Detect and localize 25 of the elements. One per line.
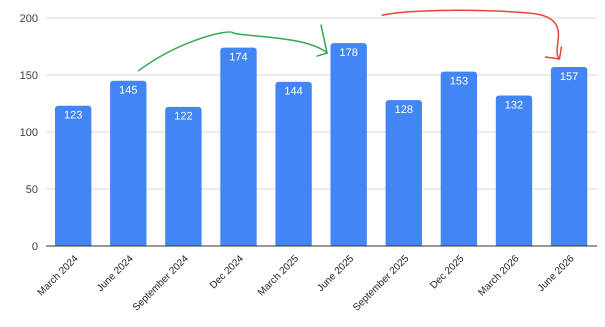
bar	[496, 96, 532, 246]
data-label: 144	[284, 86, 303, 98]
bar	[110, 80, 146, 246]
bar	[386, 100, 422, 246]
data-label: 157	[560, 70, 578, 83]
data-label: 132	[504, 99, 524, 112]
bar	[220, 48, 257, 246]
bar	[440, 72, 478, 246]
bar	[55, 106, 92, 246]
y-tick-label: 100	[20, 126, 38, 139]
bar	[165, 106, 202, 246]
bar	[550, 67, 588, 246]
y-tick-label: 0	[32, 240, 38, 253]
data-label: 123	[64, 110, 82, 122]
data-label: 178	[340, 46, 358, 59]
y-tick-label: 200	[20, 12, 38, 25]
bar	[330, 43, 367, 246]
y-tick-label: 150	[20, 70, 38, 82]
data-label: 174	[229, 51, 248, 64]
data-label: 122	[174, 110, 193, 123]
y-tick-label: 50	[26, 184, 38, 196]
bar	[275, 82, 312, 246]
data-label: 128	[394, 104, 413, 116]
data-label: 153	[450, 75, 468, 88]
data-label: 145	[119, 84, 138, 97]
